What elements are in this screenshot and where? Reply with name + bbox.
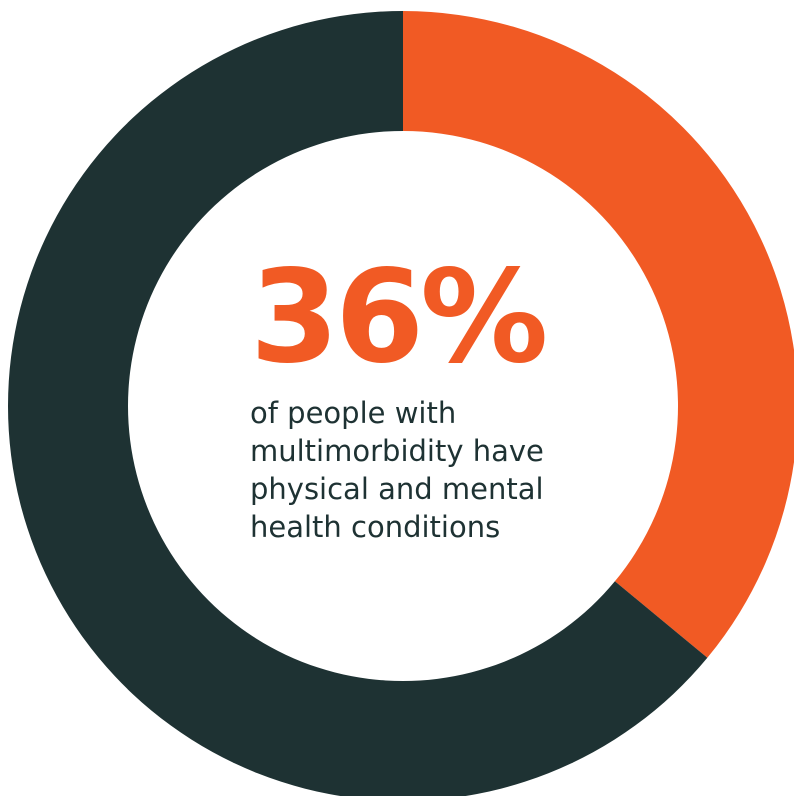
donut-slice-1 [403,11,794,658]
center-label: 36% of people with multimorbidity have p… [250,248,610,546]
caption-text: of people with multimorbidity have physi… [250,396,544,544]
percentage-value: 36% [250,243,548,392]
donut-slice-2 [8,11,708,796]
